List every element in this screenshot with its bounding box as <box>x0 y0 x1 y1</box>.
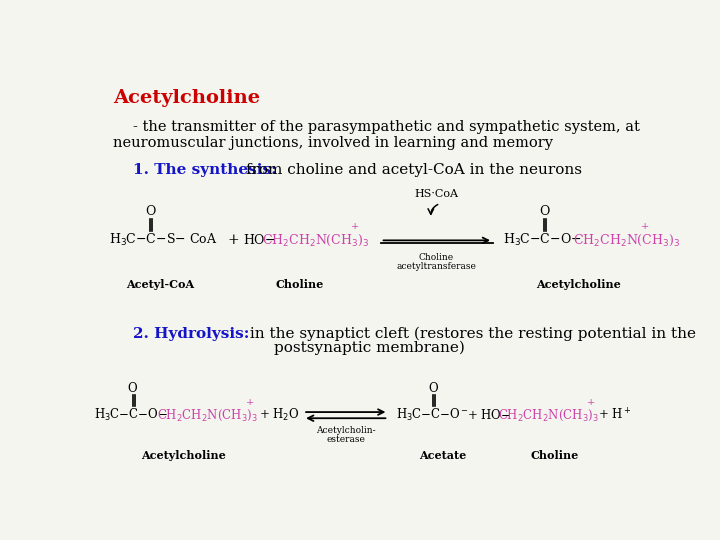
Text: O: O <box>128 382 138 395</box>
Text: CH$_2$CH$_2$N(CH$_3$)$_3$: CH$_2$CH$_2$N(CH$_3$)$_3$ <box>498 408 599 423</box>
Text: H$_3$C$-$C$-$O$-$: H$_3$C$-$C$-$O$-$ <box>94 407 168 423</box>
Text: H$_3$C$-$C$-$O$^-$: H$_3$C$-$C$-$O$^-$ <box>396 407 469 423</box>
Text: + H$^+$: + H$^+$ <box>598 408 631 423</box>
Text: neuromuscular junctions, involved in learning and memory: neuromuscular junctions, involved in lea… <box>113 136 553 150</box>
Text: acetyltransferase: acetyltransferase <box>397 262 477 271</box>
Text: O: O <box>539 205 549 218</box>
Text: from choline and acetyl-CoA in the neurons: from choline and acetyl-CoA in the neuro… <box>241 164 582 177</box>
Text: +: + <box>246 399 255 407</box>
Text: - the transmitter of the parasympathetic and sympathetic system, at: - the transmitter of the parasympathetic… <box>132 120 639 134</box>
Text: CH$_2$CH$_2$N(CH$_3$)$_3$: CH$_2$CH$_2$N(CH$_3$)$_3$ <box>158 408 258 423</box>
Text: Acetylcholine: Acetylcholine <box>113 90 260 107</box>
Text: 1. The synthesis:: 1. The synthesis: <box>132 164 276 177</box>
Text: +: + <box>641 222 649 231</box>
Text: + H$_2$O: + H$_2$O <box>259 407 300 423</box>
Text: esterase: esterase <box>326 435 365 444</box>
Text: +: + <box>588 399 595 407</box>
Text: Acetylcholine: Acetylcholine <box>536 279 621 290</box>
Text: CH$_2$CH$_2$N(CH$_3$)$_3$: CH$_2$CH$_2$N(CH$_3$)$_3$ <box>573 233 680 248</box>
Text: +: + <box>228 233 239 247</box>
Text: + HO$-$: + HO$-$ <box>467 408 510 422</box>
Text: HO$-$: HO$-$ <box>243 233 275 247</box>
Text: 2. Hydrolysis:: 2. Hydrolysis: <box>132 327 249 341</box>
Text: Acetate: Acetate <box>419 450 467 461</box>
Text: Choline: Choline <box>531 450 579 461</box>
Text: Acetyl-CoA: Acetyl-CoA <box>126 279 194 290</box>
Text: Acetylcholin-: Acetylcholin- <box>316 426 376 435</box>
Text: Choline: Choline <box>275 279 323 290</box>
Text: in the synaptict cleft (restores the resting potential in the: in the synaptict cleft (restores the res… <box>245 327 696 341</box>
Text: CH$_2$CH$_2$N(CH$_3$)$_3$: CH$_2$CH$_2$N(CH$_3$)$_3$ <box>262 233 369 248</box>
Text: +: + <box>351 222 359 231</box>
Text: H$_3$C$-$C$-$S$-$ CoA: H$_3$C$-$C$-$S$-$ CoA <box>109 232 217 248</box>
Text: HS·CoA: HS·CoA <box>415 189 459 199</box>
Text: Acetylcholine: Acetylcholine <box>140 450 225 461</box>
Text: H$_3$C$-$C$-$O$-$: H$_3$C$-$C$-$O$-$ <box>503 232 582 248</box>
Text: O: O <box>145 205 156 218</box>
Text: postsynaptic membrane): postsynaptic membrane) <box>274 340 464 355</box>
Text: O: O <box>428 382 438 395</box>
Text: Choline: Choline <box>419 253 454 262</box>
